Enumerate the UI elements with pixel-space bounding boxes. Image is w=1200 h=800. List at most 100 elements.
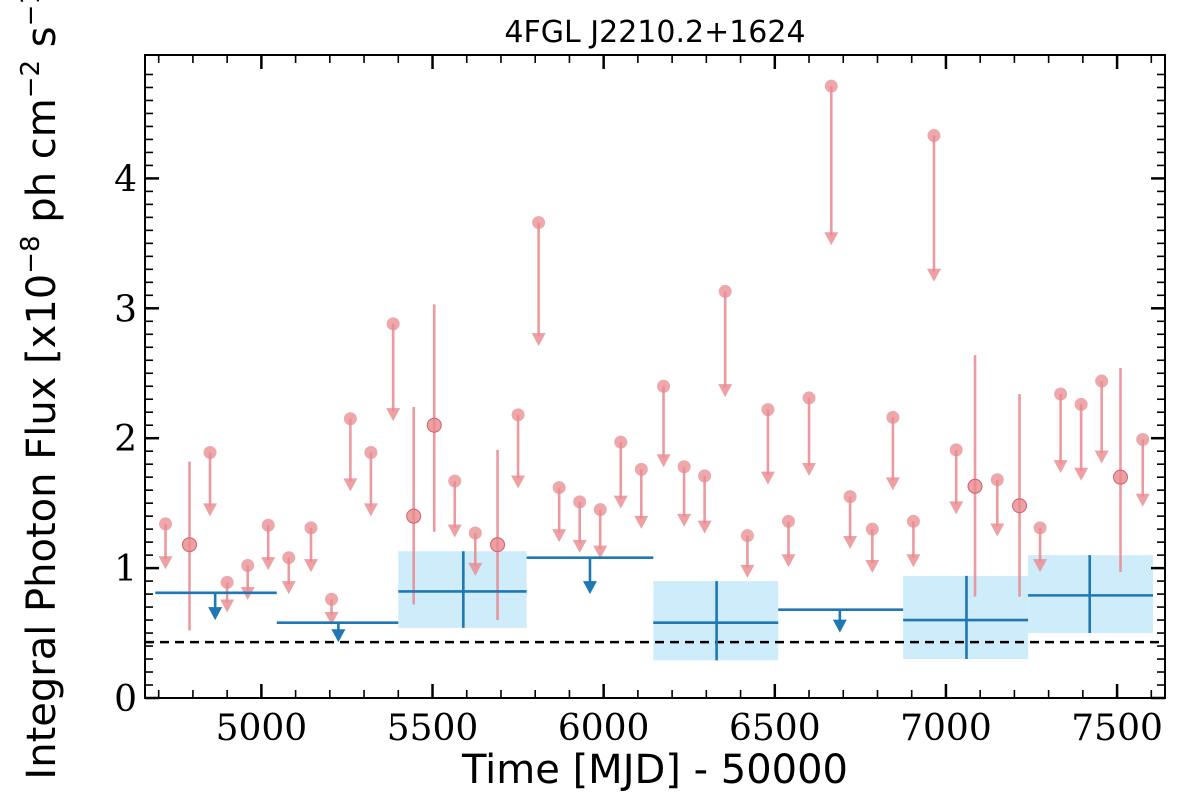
short-bin-upper-limit-arrow bbox=[990, 523, 1005, 537]
short-bin-upper-limit-point bbox=[1054, 387, 1068, 401]
short-bin-upper-limit-arrow bbox=[718, 384, 733, 398]
short-bin-upper-limit-arrow bbox=[447, 524, 462, 538]
short-bin-upper-limit-point bbox=[261, 518, 275, 532]
short-bin-upper-limit-arrow bbox=[593, 545, 608, 559]
short-bin-upper-limit-point bbox=[159, 517, 173, 531]
axes: 5000 5500 6000 6500 7000 7500 0 1 2 3 4 bbox=[114, 54, 1166, 749]
short-bin-upper-limit-arrow bbox=[1094, 450, 1109, 464]
long-bin-upper-limit-arrow bbox=[331, 629, 346, 643]
x-tick-label: 7500 bbox=[1071, 708, 1163, 749]
y-axis-label-exp3: −1 bbox=[16, 0, 46, 26]
short-bin-detection-point bbox=[426, 417, 442, 433]
short-bin-detection-point bbox=[1113, 469, 1129, 485]
long-bin-upper-limit-arrow bbox=[832, 619, 847, 633]
short-bin-upper-limit-arrow bbox=[281, 581, 296, 595]
short-bin-upper-limit-arrow bbox=[949, 501, 964, 515]
short-bin-upper-limit-arrow bbox=[1135, 493, 1150, 507]
short-bin-upper-limit-arrow bbox=[386, 408, 401, 422]
short-bin-upper-limit-point bbox=[824, 79, 838, 93]
short-bin-upper-limit-point bbox=[677, 460, 691, 474]
short-bin-upper-limit-point bbox=[325, 592, 339, 606]
short-bin-upper-limit-arrow bbox=[220, 599, 235, 613]
short-bin-upper-limit-arrow bbox=[261, 557, 276, 571]
short-bin-upper-limit-point bbox=[949, 443, 963, 457]
short-bin-upper-limit-arrow bbox=[843, 536, 858, 550]
y-tick-label: 1 bbox=[114, 549, 137, 590]
short-bin-upper-limit-point bbox=[1033, 521, 1047, 535]
short-bin-upper-limit-arrow bbox=[656, 454, 671, 468]
long-bin-series bbox=[155, 551, 1154, 661]
plot-frame bbox=[144, 54, 1166, 699]
short-bin-upper-limit-point bbox=[614, 435, 628, 449]
short-bin-upper-limit-arrow bbox=[613, 495, 628, 509]
short-bin-upper-limit-point bbox=[927, 129, 941, 143]
short-bin-upper-limit-arrow bbox=[802, 462, 817, 476]
short-bin-upper-limit-point bbox=[781, 514, 795, 528]
y-tick-label: 2 bbox=[114, 419, 137, 460]
short-bin-upper-limit-arrow bbox=[885, 477, 900, 491]
short-bin-upper-limit-arrow bbox=[634, 515, 649, 529]
short-bin-upper-limit-point bbox=[990, 473, 1004, 487]
short-bin-upper-limit-arrow bbox=[158, 556, 173, 570]
short-bin-upper-limit-point bbox=[304, 521, 318, 535]
long-bin-upper-limit-arrow bbox=[208, 607, 223, 621]
short-bin-upper-limit-arrow bbox=[343, 478, 358, 492]
short-bin-upper-limit-point bbox=[220, 575, 234, 589]
short-bin-upper-limit-point bbox=[843, 490, 857, 504]
short-bin-upper-limit-arrow bbox=[531, 333, 546, 347]
short-bin-upper-limit-point bbox=[573, 495, 587, 509]
short-bin-upper-limit-point bbox=[343, 412, 357, 426]
short-bin-upper-limit-arrow bbox=[1053, 460, 1068, 474]
short-bin-upper-limit-point bbox=[865, 522, 879, 536]
short-bin-upper-limit-arrow bbox=[468, 562, 483, 576]
short-bin-upper-limit-arrow bbox=[697, 520, 712, 534]
y-tick-label: 3 bbox=[114, 289, 137, 330]
y-tick-label: 4 bbox=[114, 159, 137, 200]
short-bin-detection-point bbox=[1012, 498, 1028, 514]
short-bin-upper-limit-point bbox=[203, 445, 217, 459]
short-bin-upper-limit-point bbox=[593, 503, 607, 517]
y-axis-label-exp2: −2 bbox=[16, 60, 46, 98]
short-bin-upper-limit-point bbox=[241, 559, 255, 573]
short-bin-upper-limit-arrow bbox=[760, 471, 775, 485]
short-bin-series bbox=[158, 79, 1150, 631]
y-axis-label-unit2: s bbox=[19, 26, 65, 60]
short-bin-detection-point bbox=[406, 508, 422, 524]
short-bin-upper-limit-arrow bbox=[926, 268, 941, 282]
short-bin-upper-limit-arrow bbox=[552, 529, 567, 543]
y-axis-label-unit1: ph cm bbox=[19, 98, 65, 235]
short-bin-upper-limit-point bbox=[886, 410, 900, 424]
short-bin-upper-limit-arrow bbox=[572, 539, 587, 553]
short-bin-upper-limit-point bbox=[802, 391, 816, 405]
short-bin-upper-limit-arrow bbox=[1033, 559, 1048, 573]
short-bin-upper-limit-arrow bbox=[906, 554, 921, 568]
short-bin-upper-limit-arrow bbox=[511, 475, 526, 489]
short-bin-detection-point bbox=[181, 537, 197, 553]
y-axis-label-exp1: −8 bbox=[16, 235, 46, 273]
short-bin-upper-limit-point bbox=[1074, 397, 1088, 411]
short-bin-upper-limit-arrow bbox=[740, 564, 755, 578]
x-tick-label: 5000 bbox=[216, 708, 308, 749]
short-bin-upper-limit-point bbox=[1095, 374, 1109, 388]
short-bin-upper-limit-point bbox=[511, 408, 525, 422]
short-bin-upper-limit-point bbox=[386, 317, 400, 331]
short-bin-upper-limit-arrow bbox=[363, 503, 378, 517]
short-bin-upper-limit-point bbox=[698, 469, 712, 483]
y-tick-label: 0 bbox=[114, 679, 137, 720]
short-bin-upper-limit-point bbox=[468, 526, 482, 540]
short-bin-upper-limit-point bbox=[761, 403, 775, 417]
short-bin-upper-limit-point bbox=[282, 551, 296, 565]
short-bin-upper-limit-point bbox=[740, 529, 754, 543]
short-bin-upper-limit-arrow bbox=[677, 513, 692, 527]
y-axis-label: Integral Photon Flux [x10−8 ph cm−2 s−1] bbox=[16, 0, 65, 780]
chart-title: 4FGL J2210.2+1624 bbox=[504, 15, 805, 50]
short-bin-upper-limit-point bbox=[718, 284, 732, 298]
short-bin-upper-limit-arrow bbox=[324, 611, 339, 625]
x-tick-label: 6000 bbox=[558, 708, 650, 749]
short-bin-upper-limit-point bbox=[532, 216, 546, 230]
x-tick-label: 7000 bbox=[900, 708, 992, 749]
x-tick-label: 5500 bbox=[387, 708, 479, 749]
short-bin-upper-limit-point bbox=[634, 462, 648, 476]
